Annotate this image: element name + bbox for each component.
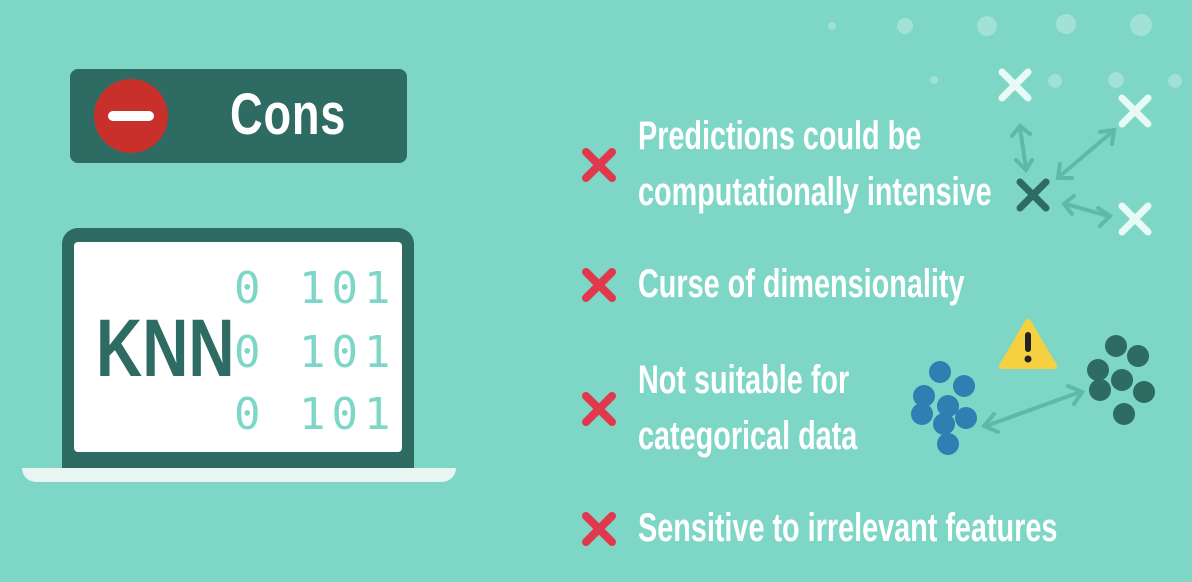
cons-item-3-line1: Not suitable for [638,358,850,402]
cons-item-4-line1: Sensitive to irrelevant features [638,506,1058,550]
minus-circle-icon [94,79,168,153]
cons-item-3-line2: categorical data [638,414,858,458]
cons-item-2-line1: Curse of dimensionality [638,262,965,306]
knn-label: KNN [96,303,235,394]
distance-arrows [1010,123,1117,228]
laptop-display: KNN 0 101 0 101 0 101 [74,242,402,452]
binary-line-2: 0 101 [234,327,397,378]
cross-icon [582,148,616,182]
cons-title: Cons [230,82,347,147]
query-cross-icon [1016,178,1050,212]
cons-header: Cons [70,69,407,163]
blue-cluster [911,361,977,455]
cross-icon [582,512,616,546]
laptop-base [22,468,456,482]
light-cross-icon [998,68,1152,236]
cons-item-1-line2: computationally intensive [638,170,992,214]
cons-item-1-line1: Predictions could be [638,114,922,158]
cross-icon [582,392,616,426]
cluster-distance-arrow [980,384,1085,434]
binary-line-1: 0 101 [234,263,397,314]
cross-icon [582,268,616,302]
warning-triangle-icon [999,319,1057,369]
binary-line-3: 0 101 [234,389,397,440]
dark-cluster [1087,335,1155,425]
laptop-illustration: KNN 0 101 0 101 0 101 [62,228,414,470]
